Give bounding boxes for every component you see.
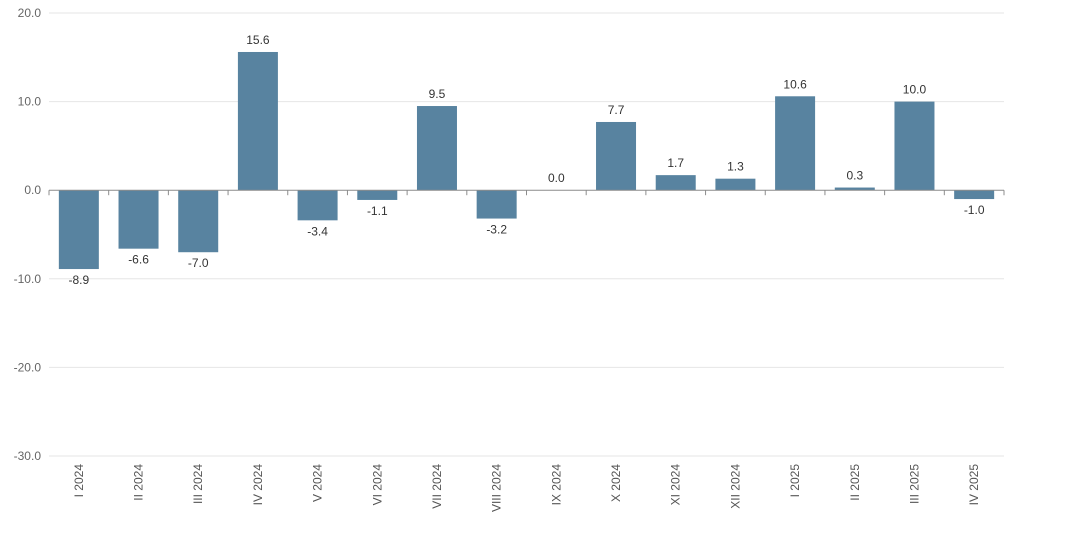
bar [416,106,457,191]
bar [894,101,935,191]
y-tick-label: 0.0 [24,183,41,197]
y-tick-label: 10.0 [18,95,42,109]
data-label: 0.0 [548,171,565,185]
x-tick-label: IV 2024 [251,464,265,506]
x-tick-label: I 2025 [788,464,802,498]
data-labels: -8.9 -6.6 -7.0 15.6 -3.4 -1.1 9.5 -3.2 0.0 7.7 1.7… [69,33,985,287]
bar [596,121,637,191]
data-label: -8.9 [69,273,90,287]
data-label: 1.7 [667,156,684,170]
x-tick-label: VII 2024 [430,464,444,509]
y-tick-label: -30.0 [14,449,42,463]
data-label: -1.1 [367,204,388,218]
data-label: 0.3 [846,169,863,183]
gridlines [49,12,1004,457]
data-label: -1.0 [964,203,985,217]
data-label: -3.2 [486,223,507,237]
x-tick-label: I 2024 [72,464,86,498]
y-tick-label: -20.0 [14,360,42,374]
bar [715,178,756,191]
data-label: 9.5 [429,87,446,101]
x-tick-label: VI 2024 [370,464,384,506]
bar [58,190,99,270]
bar [655,175,696,191]
x-tick-label: II 2025 [848,464,862,501]
x-tick-label: IV 2025 [967,464,981,506]
bar [954,190,995,200]
data-label: 15.6 [246,33,270,47]
x-tick-label: III 2025 [907,464,921,504]
zero-axis [48,189,1005,196]
data-label: -6.6 [128,253,149,267]
bar [118,190,159,249]
data-label: 7.7 [608,103,625,117]
x-tick-label: III 2024 [191,464,205,504]
bar [834,187,875,191]
bars [58,51,995,270]
x-axis-labels: I 2024 II 2024 III 2024 IV 2024 V 2024 VI 202… [72,464,981,512]
bar [476,190,517,219]
y-tick-label: -10.0 [14,272,42,286]
bar [775,96,816,191]
bar [178,190,219,253]
data-label: -7.0 [188,256,209,270]
x-tick-label: XI 2024 [669,464,683,506]
x-tick-label: IX 2024 [549,464,563,506]
y-tick-label: 20.0 [18,6,42,20]
data-label: -3.4 [307,224,328,238]
data-label: 10.0 [903,83,927,97]
x-tick-label: V 2024 [311,464,325,502]
bar [237,51,278,191]
data-label: 10.6 [783,77,807,91]
data-label: 1.3 [727,160,744,174]
bar [297,190,338,221]
x-tick-label: XII 2024 [728,464,742,509]
y-axis-ticks: 20.0 10.0 0.0 -10.0 -20.0 -30.0 [14,6,42,463]
x-tick-label: VIII 2024 [490,464,504,512]
x-tick-label: II 2024 [132,464,146,501]
x-tick-label: X 2024 [609,464,623,502]
bar [357,190,398,200]
